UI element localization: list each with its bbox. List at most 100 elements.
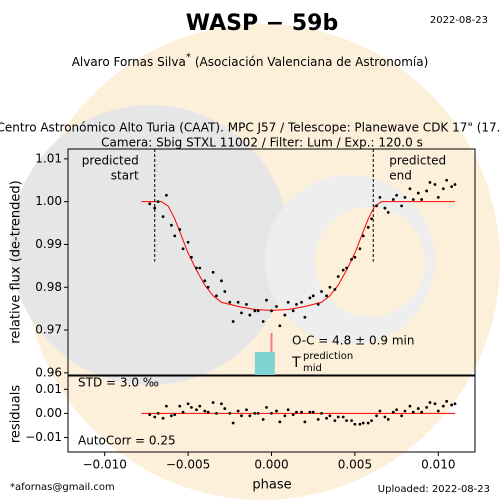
data-point — [320, 411, 323, 415]
data-point — [228, 300, 232, 304]
email: *afornas@gmail.com — [10, 482, 115, 493]
data-point — [148, 202, 152, 206]
data-point — [270, 309, 273, 313]
autocorr-label: AutoCorr = 0.25 — [78, 434, 176, 448]
data-point — [361, 234, 365, 238]
x-tick-label: −0.005 — [166, 458, 210, 472]
data-point — [366, 225, 370, 229]
data-point — [270, 411, 273, 415]
data-point — [425, 405, 429, 409]
data-point — [433, 183, 437, 186]
data-point — [283, 414, 287, 418]
data-point — [411, 198, 415, 201]
tmid-sup: prediction — [303, 351, 353, 362]
data-point — [350, 258, 353, 261]
data-point — [195, 266, 198, 270]
data-point — [391, 410, 395, 414]
watermark-shape — [10, 105, 290, 385]
data-point — [325, 416, 328, 420]
data-point — [328, 414, 332, 418]
x-tick-label: −0.010 — [82, 458, 126, 472]
data-point — [206, 285, 210, 289]
data-point — [316, 302, 320, 306]
data-point — [253, 309, 257, 313]
tmid-sub: mid — [303, 363, 322, 374]
data-point — [403, 409, 407, 413]
data-point — [378, 195, 382, 199]
data-point — [265, 298, 268, 302]
data-point — [378, 409, 382, 413]
data-point — [170, 223, 173, 227]
data-point — [325, 294, 328, 298]
data-point — [153, 415, 157, 419]
data-point — [278, 324, 282, 328]
data-point — [211, 270, 215, 274]
data-point — [441, 187, 445, 191]
tmid-symbol: T — [291, 355, 301, 371]
data-point — [420, 198, 424, 201]
data-point — [228, 411, 232, 415]
data-point — [195, 408, 198, 412]
data-point — [153, 206, 157, 210]
y-tick-label: 1.01 — [35, 151, 62, 165]
predicted-label: predicted — [389, 154, 446, 168]
data-point — [353, 255, 357, 259]
data-point — [206, 410, 210, 414]
subtitle: Centro Astronómico Alto Turia (CAAT). MP… — [0, 121, 500, 135]
data-point — [203, 409, 207, 413]
predicted-label: start — [111, 169, 139, 183]
data-point — [265, 405, 268, 409]
data-point — [286, 408, 290, 412]
data-point — [156, 200, 160, 204]
y-tick-label: 0.00 — [35, 406, 62, 420]
data-point — [370, 419, 373, 423]
data-point — [395, 193, 399, 197]
data-point — [215, 294, 218, 298]
watermark — [10, 24, 500, 500]
data-point — [450, 403, 454, 407]
data-point — [341, 415, 345, 419]
data-point — [333, 287, 337, 291]
data-point — [245, 302, 248, 306]
data-point — [400, 204, 404, 208]
data-point — [370, 217, 373, 221]
data-point — [156, 411, 160, 415]
data-point — [300, 300, 303, 304]
data-point — [453, 183, 457, 186]
data-point — [328, 285, 332, 289]
data-point — [411, 410, 415, 414]
data-point — [300, 410, 303, 414]
data-point — [211, 401, 215, 404]
data-point — [353, 422, 357, 426]
data-point — [358, 422, 362, 426]
x-axis-label: phase — [252, 478, 291, 493]
y-tick-label: −0.01 — [25, 430, 62, 444]
panel: 0.960.970.980.991.001.01 predictedstartpr… — [35, 148, 476, 379]
data-point — [283, 313, 287, 317]
data-point — [165, 193, 168, 197]
data-point — [445, 178, 449, 182]
data-point — [161, 215, 165, 219]
data-point — [215, 411, 218, 415]
uploaded: Uploaded: 2022-08-23 — [378, 484, 490, 495]
subtitle: Camera: Sbig STXL 11002 / Filter: Lum / … — [101, 136, 423, 150]
data-point — [190, 405, 193, 409]
oc-label: O-C = 4.8 ± 0.9 min — [292, 334, 414, 348]
data-point — [223, 407, 227, 410]
y-tick-label: 0.96 — [35, 365, 62, 379]
y-tick-label: 0.99 — [35, 237, 62, 251]
data-point — [350, 419, 353, 423]
data-point — [165, 404, 168, 408]
author-affiliation: (Asociación Valenciana de Astronomía) — [195, 55, 428, 69]
data-point — [295, 302, 298, 306]
data-point — [400, 414, 404, 418]
data-point — [308, 410, 312, 414]
data-point — [220, 402, 223, 406]
data-point — [345, 419, 348, 423]
data-point — [248, 414, 252, 418]
data-point — [253, 411, 257, 415]
data-point — [223, 290, 227, 293]
data-point — [450, 185, 454, 189]
data-point — [275, 409, 278, 413]
